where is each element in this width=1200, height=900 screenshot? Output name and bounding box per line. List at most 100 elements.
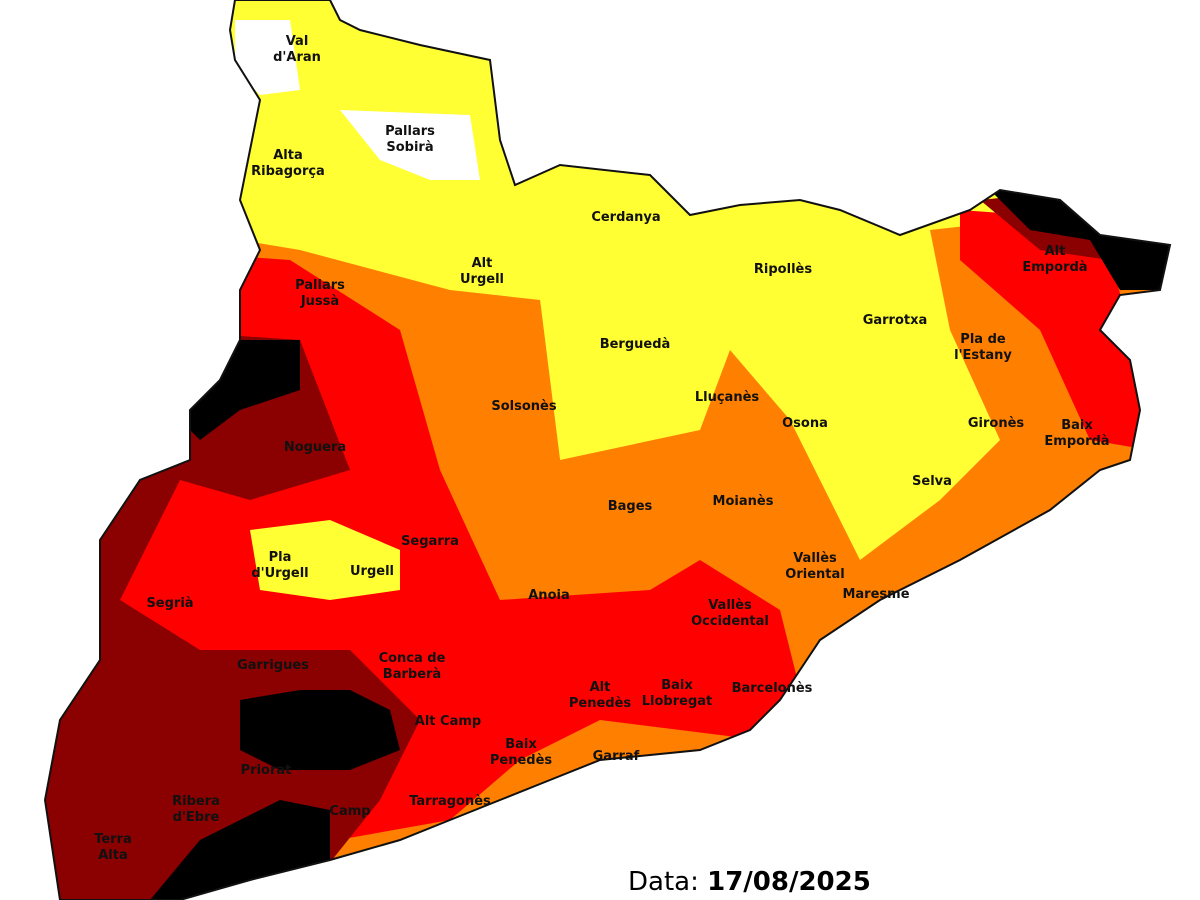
region-label: Conca de Barberà: [379, 651, 446, 682]
region-label: Anoia: [528, 588, 569, 603]
region-label-line: Alt: [472, 256, 493, 271]
region-label-line: Empordà: [1022, 260, 1087, 275]
region-label-line: Anoia: [528, 588, 569, 603]
region-label-line: Lluçanès: [695, 390, 760, 405]
region-label: Alt Urgell: [460, 256, 504, 287]
region-label-line: Cerdanya: [591, 210, 660, 225]
region-label: Pla d'Urgell: [251, 550, 308, 581]
region-label-line: l'Estany: [954, 348, 1012, 363]
region-label-line: Priorat: [241, 763, 292, 778]
region-label: Bages: [608, 499, 653, 514]
region-label: Alt Camp: [415, 714, 481, 729]
region-label-line: Occidental: [691, 614, 769, 629]
region-label: Segarra: [401, 534, 459, 549]
region-label: Ribera d'Ebre: [172, 794, 220, 825]
region-label-line: Baix: [1061, 418, 1093, 433]
region-label: Pallars Sobirà: [385, 124, 435, 155]
region-label-line: Garrigues: [237, 658, 309, 673]
region-label: Pla de l'Estany: [954, 332, 1012, 363]
region-label-line: Jussà: [300, 294, 339, 309]
region-label-line: Berguedà: [600, 337, 671, 352]
region-label: Val d'Aran: [273, 34, 321, 65]
region-label: Vallès Oriental: [785, 551, 844, 582]
region-label-line: Solsonès: [491, 399, 556, 414]
date: Data: 17/08/2025: [628, 867, 871, 897]
region-label-line: Ribagorça: [251, 164, 325, 179]
region-label: Priorat: [241, 763, 292, 778]
region-label-line: Selva: [912, 474, 952, 489]
region-label: Garraf: [593, 749, 640, 764]
region-label-line: Alta: [273, 148, 303, 163]
region-label-line: d'Urgell: [251, 566, 308, 581]
region-label-line: Penedès: [490, 753, 553, 768]
region-label-line: Garrotxa: [863, 313, 928, 328]
region-label-line: Garraf: [593, 749, 640, 764]
region-label: Moianès: [713, 494, 774, 509]
region-label: Alt Empordà: [1022, 244, 1087, 275]
region-label: Tarragonès: [409, 794, 491, 809]
region-label-line: Baix: [661, 678, 693, 693]
region-label-line: Urgell: [350, 564, 394, 579]
date-value: 17/08/2025: [707, 867, 871, 897]
region-label-line: Segarra: [401, 534, 459, 549]
region-label-line: Ripollès: [754, 262, 812, 277]
region-label: Alta Ribagorça: [251, 148, 325, 179]
region-label-line: Penedès: [569, 696, 632, 711]
region-label-line: Alt Camp: [415, 714, 481, 729]
region-label: Garrigues: [237, 658, 309, 673]
region-label: Barcelonès: [732, 681, 813, 696]
region-label: Alt Penedès: [569, 680, 632, 711]
region-label: Pallars Jussà: [295, 278, 345, 309]
region-label: Gironès: [968, 416, 1025, 431]
region-label: Maresme: [842, 587, 909, 602]
region-label-line: Moianès: [713, 494, 774, 509]
region-label-line: Segrià: [146, 596, 193, 611]
region-label: Baix Empordà: [1044, 418, 1109, 449]
region-label-line: Tarragonès: [409, 794, 491, 809]
region-label: Baix Penedès: [490, 737, 553, 768]
region-label-line: d'Ebre: [173, 810, 220, 825]
region-label: Solsonès: [491, 399, 556, 414]
region-label-line: Sobirà: [386, 140, 433, 155]
region-label-line: Llobregat: [642, 694, 713, 709]
region-label-line: Alt: [1045, 244, 1066, 259]
region-label-line: Gironès: [968, 416, 1025, 431]
region-label: Berguedà: [600, 337, 671, 352]
region-label: Segrià: [146, 596, 193, 611]
region-label-line: Vallès: [793, 551, 837, 566]
region-label-line: Barcelonès: [732, 681, 813, 696]
region-label-line: Noguera: [284, 440, 346, 455]
region-label-line: Terra: [94, 832, 132, 847]
region-label: Cerdanya: [591, 210, 660, 225]
region-label-line: Pallars: [295, 278, 345, 293]
region-label: Urgell: [350, 564, 394, 579]
region-label-line: Barberà: [383, 667, 441, 682]
region-label-line: Alta: [98, 848, 128, 863]
region-label-line: Pallars: [385, 124, 435, 139]
region-label: Selva: [912, 474, 952, 489]
region-label-line: Baix: [505, 737, 537, 752]
region-label-line: Vallès: [708, 598, 752, 613]
region-label-line: d'Aran: [273, 50, 321, 65]
region-label-line: Pla: [269, 550, 292, 565]
region-label: Lluçanès: [695, 390, 760, 405]
region-label: Garrotxa: [863, 313, 928, 328]
region-label-line: Empordà: [1044, 434, 1109, 449]
region-label-line: Ribera: [172, 794, 220, 809]
region-label: Ripollès: [754, 262, 812, 277]
region-label: Camp: [329, 804, 370, 819]
region-label-line: Oriental: [785, 567, 844, 582]
region-label: Noguera: [284, 440, 346, 455]
region-label: Vallès Occidental: [691, 598, 769, 629]
region-label: Baix Llobregat: [642, 678, 713, 709]
region-label-line: Camp: [329, 804, 370, 819]
region-label-line: Pla de: [960, 332, 1006, 347]
date-label: Data:: [628, 867, 699, 897]
region-label: Osona: [782, 416, 828, 431]
region-label-line: Val: [286, 34, 309, 49]
region-label-line: Urgell: [460, 272, 504, 287]
region-label-line: Alt: [590, 680, 611, 695]
region-label-line: Osona: [782, 416, 828, 431]
